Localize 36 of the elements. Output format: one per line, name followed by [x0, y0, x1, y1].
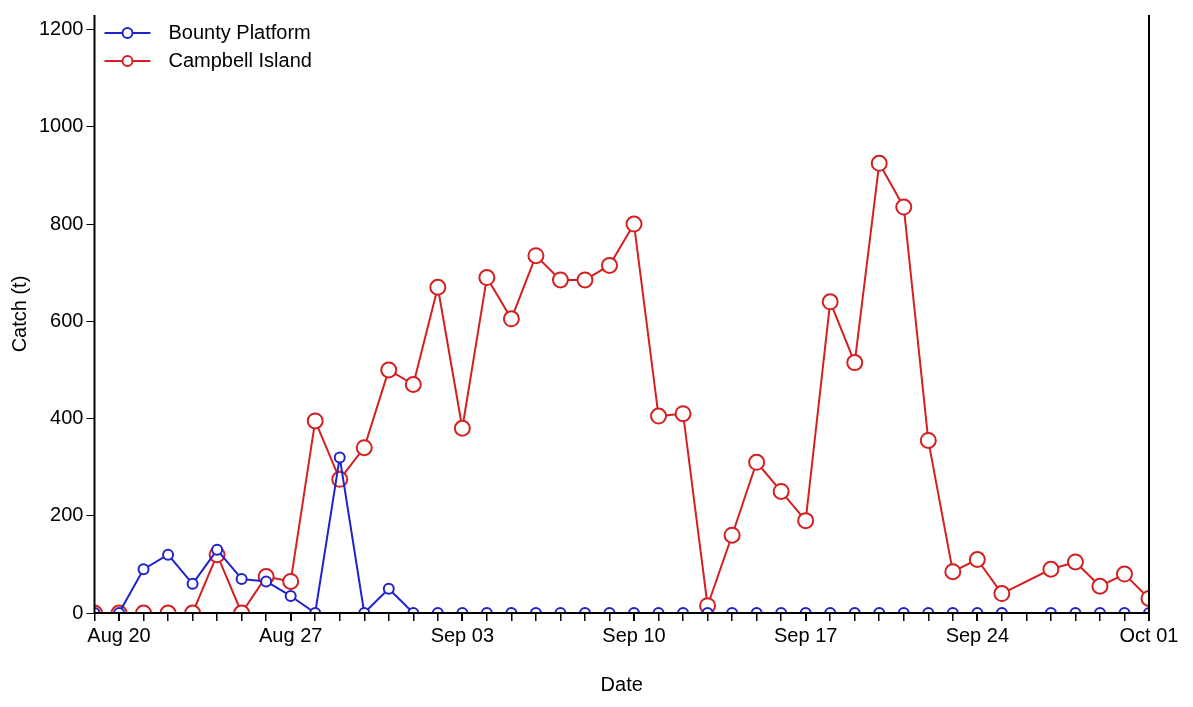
point	[306, 412, 324, 430]
point	[429, 278, 447, 296]
legend-label: Bounty Platform	[168, 20, 311, 43]
point	[895, 198, 913, 216]
point	[650, 407, 668, 425]
point	[625, 215, 643, 233]
y-tick-label: 1200	[38, 17, 84, 40]
x-tick-label: Sep 17	[773, 623, 838, 646]
x-tick-label: Oct 01	[1119, 623, 1179, 646]
point	[502, 310, 520, 328]
y-tick-label: 200	[50, 503, 84, 526]
point	[846, 354, 864, 372]
point	[674, 405, 692, 423]
point	[527, 247, 545, 265]
x-axis-title: Date	[600, 672, 643, 695]
point	[551, 271, 569, 289]
point	[821, 293, 839, 311]
y-tick-label: 800	[50, 211, 84, 234]
point	[576, 271, 594, 289]
point	[404, 376, 422, 393]
x-tick-label: Sep 03	[430, 623, 495, 646]
x-tick-label: Aug 27	[258, 623, 323, 646]
y-tick-label: 600	[50, 308, 84, 331]
legend-label: Campbell Island	[168, 48, 312, 71]
y-axis-title: Catch (t)	[7, 275, 30, 353]
x-tick-label: Sep 10	[602, 623, 666, 646]
x-tick-label: Aug 20	[87, 623, 151, 646]
y-tick-label: 400	[50, 406, 84, 429]
x-tick-label: Sep 24	[945, 623, 1010, 646]
y-tick-label: 1000	[38, 114, 84, 137]
point	[453, 419, 471, 437]
point	[380, 361, 398, 379]
y-tick-label: 0	[72, 600, 84, 623]
point	[919, 431, 937, 449]
point	[478, 269, 496, 287]
point	[600, 256, 618, 274]
